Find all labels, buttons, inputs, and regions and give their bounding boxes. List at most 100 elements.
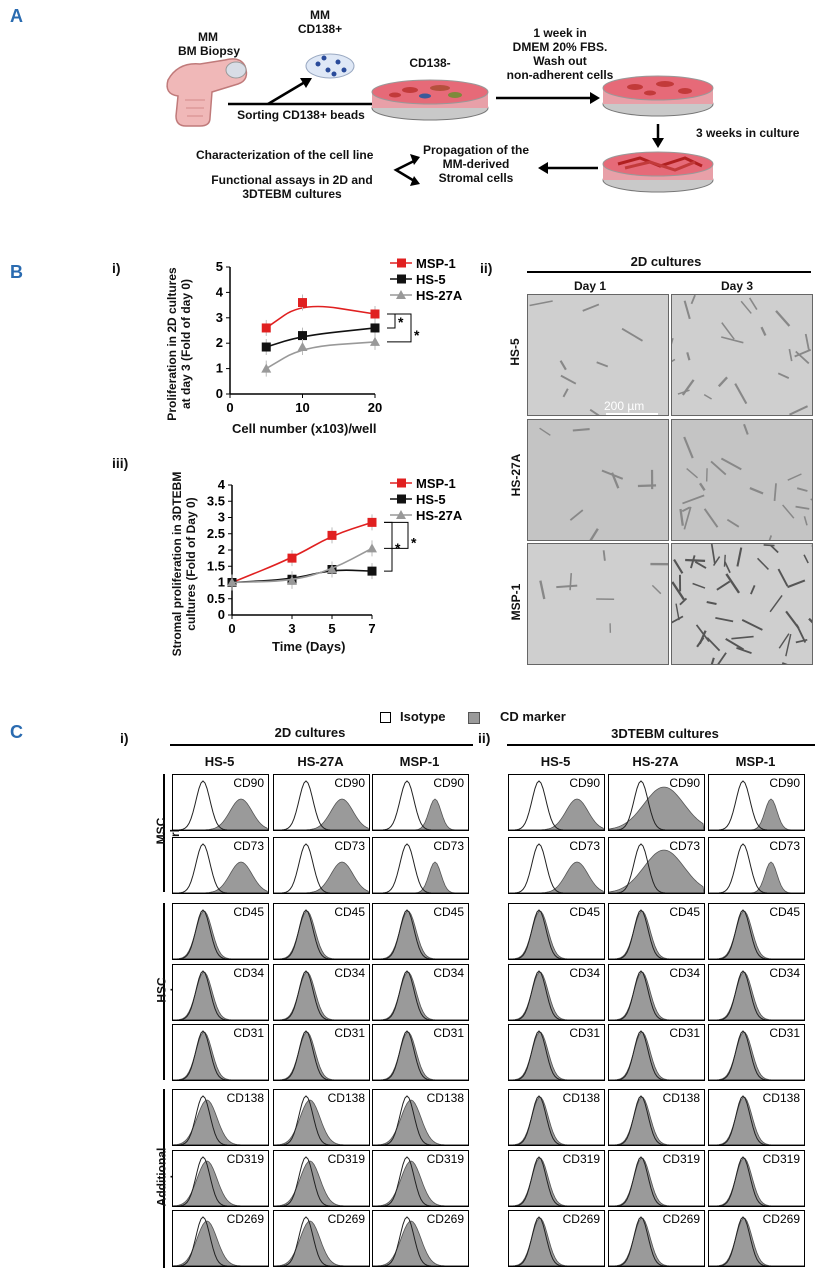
marker-label: CD138 (327, 1091, 365, 1105)
marker-label: CD34 (669, 966, 700, 980)
rule-3d (507, 744, 815, 746)
isotype-histogram (709, 780, 804, 830)
column-header-3d-hs-27a: HS-27A (632, 754, 679, 769)
marker-label: CD34 (233, 966, 264, 980)
marker-label: CD90 (769, 776, 800, 790)
histogram-curves (709, 1030, 804, 1080)
micrograph-hs-27a-day3 (671, 419, 813, 541)
cell (749, 487, 764, 495)
cell (768, 535, 773, 540)
cell (777, 372, 790, 379)
marker-label: CD73 (433, 839, 464, 853)
histogram-cd73-2d-msp-1: CD73 (372, 837, 469, 894)
cell (682, 494, 705, 505)
significance-star: * (398, 314, 404, 330)
cell (724, 561, 731, 574)
micrograph-hs-27a-day1 (527, 419, 669, 541)
cell (808, 617, 812, 624)
cell (773, 483, 777, 502)
cell (560, 374, 577, 385)
cell (788, 348, 793, 362)
isotype-histogram (709, 1216, 804, 1266)
micrograph-cells (528, 544, 668, 664)
marker-label: CD319 (327, 1152, 365, 1166)
cell (731, 635, 754, 640)
cd-marker-histogram (173, 798, 268, 830)
significance-bracket (384, 521, 393, 572)
histogram-curves (373, 1095, 468, 1145)
rule-2d (170, 744, 473, 746)
histogram-cd31-2d-hs-5: CD31 (172, 1024, 269, 1081)
marker-label: CD90 (669, 776, 700, 790)
isotype-histogram (509, 780, 604, 830)
cell (781, 662, 788, 664)
y-tick-label: 2 (218, 542, 225, 557)
histogram-cd73-3d-hs-27a: CD73 (608, 837, 705, 894)
cell (695, 624, 710, 643)
micrograph-hs-5-day3 (671, 294, 813, 416)
marker-label: CD90 (433, 776, 464, 790)
cell (589, 408, 600, 415)
data-point-hs-5 (370, 323, 380, 333)
histogram-cd90-3d-msp-1: CD90 (708, 774, 805, 831)
cell (760, 326, 767, 336)
cell (706, 600, 717, 606)
panel-b-label: B (10, 262, 23, 282)
cell (736, 547, 743, 567)
marker-label: CD90 (334, 776, 365, 790)
legend-marker (396, 510, 406, 519)
histogram-cd34-2d-hs-5: CD34 (172, 964, 269, 1021)
isotype-histogram (274, 1216, 369, 1266)
cd-marker-histogram (709, 972, 804, 1020)
histogram-cd34-3d-hs-5: CD34 (508, 964, 605, 1021)
cell (685, 558, 706, 562)
cell (686, 468, 699, 479)
cell (750, 585, 756, 595)
significance-star: * (411, 534, 417, 550)
histogram-cd34-2d-hs-27a: CD34 (273, 964, 370, 1021)
histogram-curves (173, 843, 268, 893)
cell (679, 508, 684, 526)
panel-b-iii-label: iii) (112, 455, 129, 471)
title-3dtebm-cultures: 3DTEBM cultures (611, 726, 719, 741)
cell (572, 428, 590, 432)
isotype-histogram (274, 843, 369, 893)
cell (803, 516, 808, 526)
cell (529, 300, 553, 307)
cell (787, 579, 806, 589)
histogram-curves (509, 780, 604, 830)
histogram-cd45-2d-msp-1: CD45 (372, 903, 469, 960)
histogram-curves (609, 780, 704, 830)
series-line-hs-27a (231, 547, 373, 584)
histogram-cd90-3d-hs-5: CD90 (508, 774, 605, 831)
isotype-histogram (509, 1030, 604, 1080)
cd-marker-histogram (173, 1160, 268, 1206)
histogram-curves (609, 843, 704, 893)
propagation-text: Propagation of the MM-derived Stromal cell… (423, 143, 529, 185)
marker-label: CD319 (562, 1152, 600, 1166)
cd-marker-histogram (274, 1160, 369, 1206)
histogram-cd138-3d-msp-1: CD138 (708, 1089, 805, 1146)
data-point-hs-5 (261, 342, 271, 352)
marker-label: CD31 (669, 1026, 700, 1040)
isotype-histogram (373, 970, 468, 1020)
cd-marker-histogram (173, 1220, 268, 1266)
isotype-legend-swatch (380, 712, 391, 723)
histogram-cd34-3d-hs-27a: CD34 (608, 964, 705, 1021)
y-tick-label: 0 (216, 386, 223, 401)
microscopy-title-rule (527, 271, 811, 273)
cell (686, 352, 691, 361)
legend-marker (397, 494, 406, 504)
histogram-cd138-2d-hs-5: CD138 (172, 1089, 269, 1146)
y-tick-label: 3.5 (207, 493, 225, 508)
marker-label: CD45 (669, 905, 700, 919)
legend-marker (397, 258, 406, 268)
cell (698, 630, 707, 645)
marker-label: CD73 (769, 839, 800, 853)
isotype-histogram (609, 780, 704, 830)
cell (651, 584, 662, 595)
significance-star: * (414, 327, 420, 343)
histogram-cd319-3d-hs-5: CD319 (508, 1150, 605, 1207)
micrograph-cells (672, 295, 812, 415)
micrograph-hs-5-day1 (527, 294, 669, 416)
